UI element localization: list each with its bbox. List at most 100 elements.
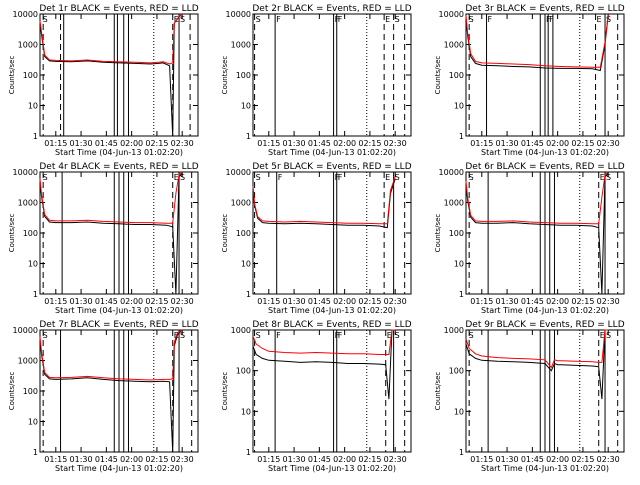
- y-tick-label: 10000: [226, 10, 251, 19]
- y-tick-label: 10000: [13, 10, 38, 19]
- chart-panel-7: Det 7r BLACK = Events, RED = LLD 1 10 100 10…: [8, 320, 199, 473]
- x-tick-label: 02:15: [145, 455, 168, 464]
- x-axis-label: Start Time (04-Jun-13 01:02:20): [481, 148, 609, 157]
- x-tick-label: 01:30: [283, 139, 306, 148]
- y-tick-label: 1: [459, 448, 464, 457]
- event-marker-f: F: [338, 331, 343, 340]
- chart-title: Det 4r BLACK = Events, RED = LLD: [39, 162, 198, 172]
- x-axis-label: Start Time (04-Jun-13 01:02:20): [268, 306, 396, 315]
- event-marker-e: E: [385, 173, 390, 182]
- x-tick-label: 01:45: [308, 297, 331, 306]
- x-tick-label: 02:00: [120, 455, 143, 464]
- event-marker-s: S: [256, 173, 261, 182]
- y-tick-label: 1: [33, 132, 38, 141]
- event-marker-s: S: [606, 15, 611, 24]
- x-tick-label: 01:30: [70, 139, 93, 148]
- event-marker-e: E: [600, 173, 605, 182]
- chart-panel-5: Det 5r BLACK = Events, RED = LLD 1 10 100 10…: [221, 162, 412, 315]
- x-tick-label: 01:15: [470, 455, 493, 464]
- x-tick-label: 01:45: [521, 455, 544, 464]
- y-tick-label: 10000: [13, 168, 38, 177]
- x-axis-label: Start Time (04-Jun-13 01:02:20): [268, 148, 396, 157]
- event-marker-f: F: [335, 15, 340, 24]
- event-marker-s: S: [395, 15, 400, 24]
- chart-panel-4: Det 4r BLACK = Events, RED = LLD 1 10 100 10…: [8, 162, 199, 315]
- x-tick-label: 02:15: [571, 297, 594, 306]
- x-tick-label: 02:00: [333, 297, 356, 306]
- series-lld-line: [39, 13, 183, 65]
- y-tick-label: 100: [236, 367, 251, 376]
- x-tick-label: 01:15: [470, 139, 493, 148]
- x-tick-label: 01:15: [257, 455, 280, 464]
- y-tick-label: 10: [454, 407, 464, 416]
- x-tick-label: 02:30: [171, 139, 194, 148]
- x-tick-label: 02:00: [120, 139, 143, 148]
- series-events-line: [252, 329, 396, 400]
- y-axis-label: Counts/sec: [434, 56, 442, 95]
- y-tick-label: 100: [23, 229, 38, 238]
- y-tick-label: 1: [33, 448, 38, 457]
- y-tick-label: 1000: [231, 199, 251, 208]
- y-tick-label: 10: [28, 102, 38, 111]
- x-tick-label: 02:00: [546, 297, 569, 306]
- x-tick-label: 01:30: [496, 455, 519, 464]
- y-axis-label: Counts/sec: [8, 214, 16, 253]
- event-marker-e: E: [387, 331, 392, 340]
- event-marker-f: F: [278, 173, 283, 182]
- series-events-line: [39, 173, 183, 295]
- chart-panel-9: Det 9r BLACK = Events, RED = LLD 1 10 100 10…: [434, 320, 625, 473]
- series-lld-line: [252, 329, 396, 355]
- chart-title: Det 6r BLACK = Events, RED = LLD: [465, 162, 624, 172]
- y-axis-label: Counts/sec: [221, 214, 229, 253]
- event-marker-s: S: [469, 173, 474, 182]
- event-marker-e: E: [174, 15, 179, 24]
- y-tick-label: 100: [449, 367, 464, 376]
- y-tick-label: 100: [236, 229, 251, 238]
- y-tick-label: 1: [459, 132, 464, 141]
- chart-title: Det 3r BLACK = Events, RED = LLD: [465, 4, 624, 14]
- series-lld-line: [465, 171, 609, 225]
- event-marker-e: E: [174, 173, 179, 182]
- event-marker-s: S: [606, 331, 611, 340]
- event-marker-f: F: [335, 331, 340, 340]
- x-axis-label: Start Time (04-Jun-13 01:02:20): [481, 464, 609, 473]
- y-tick-label: 100: [449, 71, 464, 80]
- y-tick-label: 1: [246, 448, 251, 457]
- series-events-line: [39, 329, 183, 453]
- x-tick-label: 01:45: [308, 139, 331, 148]
- event-marker-f: F: [546, 15, 551, 24]
- x-tick-label: 02:30: [171, 455, 194, 464]
- event-marker-s: S: [469, 15, 474, 24]
- y-tick-label: 10000: [439, 10, 464, 19]
- x-tick-label: 01:15: [257, 297, 280, 306]
- y-tick-label: 10: [454, 260, 464, 269]
- y-tick-label: 1000: [231, 41, 251, 50]
- x-tick-label: 01:15: [44, 455, 67, 464]
- series-lld-line: [39, 171, 183, 224]
- y-tick-label: 10: [241, 102, 251, 111]
- x-tick-label: 02:00: [546, 455, 569, 464]
- series-lld-line: [39, 329, 183, 381]
- x-tick-label: 01:15: [44, 139, 67, 148]
- y-tick-label: 10: [241, 407, 251, 416]
- plot-frame: [252, 329, 412, 453]
- event-marker-f: F: [276, 331, 281, 340]
- x-axis-label: Start Time (04-Jun-13 01:02:20): [55, 464, 183, 473]
- plot-frame: [252, 13, 412, 137]
- chart-panel-1: Det 1r BLACK = Events, RED = LLD 1 10 100 10…: [8, 4, 199, 157]
- chart-title: Det 2r BLACK = Events, RED = LLD: [252, 4, 411, 14]
- y-tick-label: 1000: [444, 326, 464, 335]
- y-tick-label: 1: [246, 132, 251, 141]
- y-tick-label: 10: [241, 260, 251, 269]
- x-axis-label: Start Time (04-Jun-13 01:02:20): [55, 148, 183, 157]
- event-marker-s: S: [180, 15, 185, 24]
- y-tick-label: 100: [449, 229, 464, 238]
- series-lld-line: [252, 176, 396, 225]
- chart-title: Det 1r BLACK = Events, RED = LLD: [39, 4, 198, 14]
- chart-title: Det 8r BLACK = Events, RED = LLD: [252, 320, 411, 330]
- x-tick-label: 02:00: [333, 455, 356, 464]
- event-marker-f: F: [276, 15, 281, 24]
- y-tick-label: 100: [23, 387, 38, 396]
- x-tick-label: 02:30: [384, 297, 407, 306]
